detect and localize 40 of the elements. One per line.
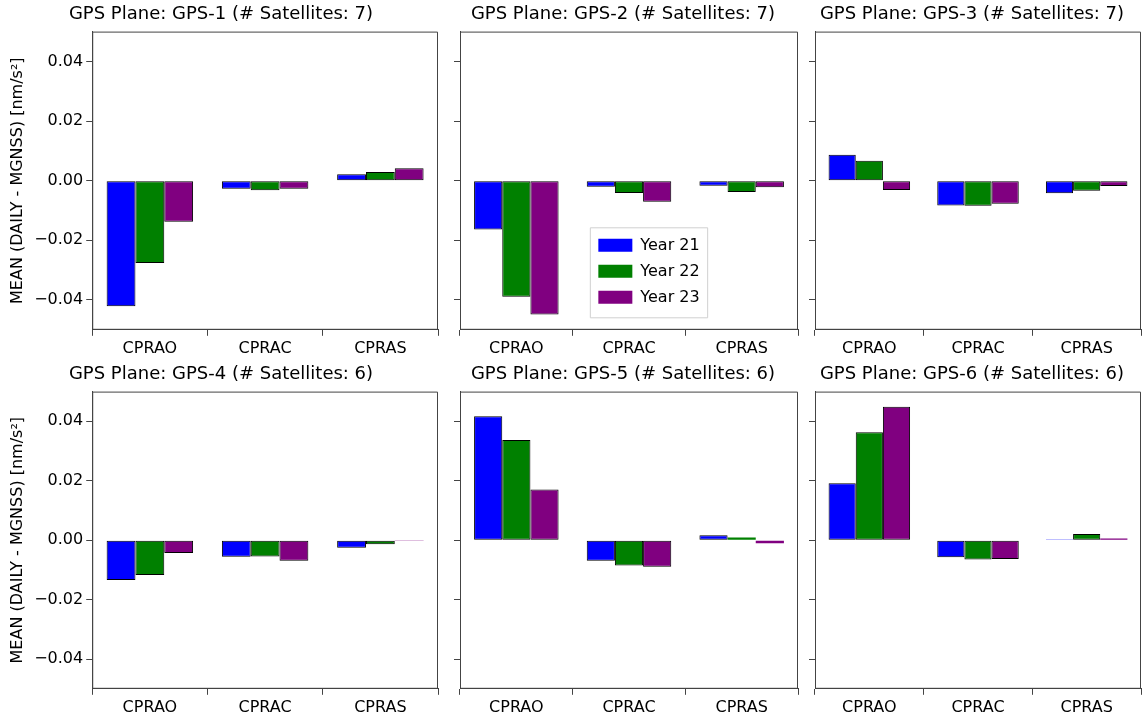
x-tick-label: CPRAC — [238, 696, 292, 716]
y-tick-label: 0.04 — [47, 50, 84, 70]
x-tick-label: CPRAO — [122, 696, 178, 716]
y-tick-label: 0.00 — [47, 529, 84, 549]
chart-title: GPS Plane: GPS-2 (# Satellites: 7) — [470, 2, 776, 24]
x-tick-label: CPRAS — [1060, 337, 1113, 357]
y-tick-label: −0.04 — [34, 648, 84, 668]
x-tick-label: CPRAO — [489, 696, 544, 716]
y-tick-label: −0.02 — [34, 588, 84, 608]
y-tick-label: −0.02 — [34, 229, 84, 249]
y-tick-label: 0.04 — [47, 410, 84, 430]
x-tick-label: CPRAC — [951, 337, 1005, 357]
chart-title: GPS Plane: GPS-6 (# Satellites: 6) — [819, 362, 1125, 384]
y-axis-title: MEAN (DAILY - MGNSS) [nm/s²] — [6, 416, 26, 664]
legend-label: Year 22 — [639, 260, 700, 280]
x-tick-label: CPRAO — [842, 337, 897, 357]
y-tick-label: 0.02 — [47, 110, 84, 130]
legend-label: Year 21 — [639, 234, 700, 254]
x-tick-label: CPRAS — [715, 696, 768, 716]
bar — [727, 537, 756, 540]
y-tick-label: 0.02 — [47, 469, 84, 489]
y-tick-label: −0.04 — [34, 289, 84, 309]
chart-title: GPS Plane: GPS-4 (# Satellites: 6) — [68, 362, 374, 384]
x-tick-label: CPRAO — [122, 337, 178, 357]
x-tick-label: CPRAC — [238, 337, 292, 357]
x-tick-label: CPRAS — [354, 337, 407, 357]
x-tick-label: CPRAO — [842, 696, 897, 716]
x-tick-label: CPRAS — [715, 337, 768, 357]
y-axis-title: MEAN (DAILY - MGNSS) [nm/s²] — [6, 57, 26, 304]
x-tick-label: CPRAC — [602, 337, 656, 357]
chart-title: GPS Plane: GPS-3 (# Satellites: 7) — [819, 2, 1125, 24]
y-tick-label: 0.00 — [47, 169, 84, 189]
x-tick-label: CPRAC — [602, 696, 656, 716]
x-tick-label: CPRAS — [354, 696, 407, 716]
x-tick-label: CPRAS — [1060, 696, 1113, 716]
legend-label: Year 23 — [639, 286, 700, 306]
x-tick-label: CPRAC — [951, 696, 1005, 716]
chart-title: GPS Plane: GPS-5 (# Satellites: 6) — [470, 362, 776, 384]
chart-title: GPS Plane: GPS-1 (# Satellites: 7) — [68, 2, 374, 24]
x-tick-label: CPRAO — [489, 337, 544, 357]
